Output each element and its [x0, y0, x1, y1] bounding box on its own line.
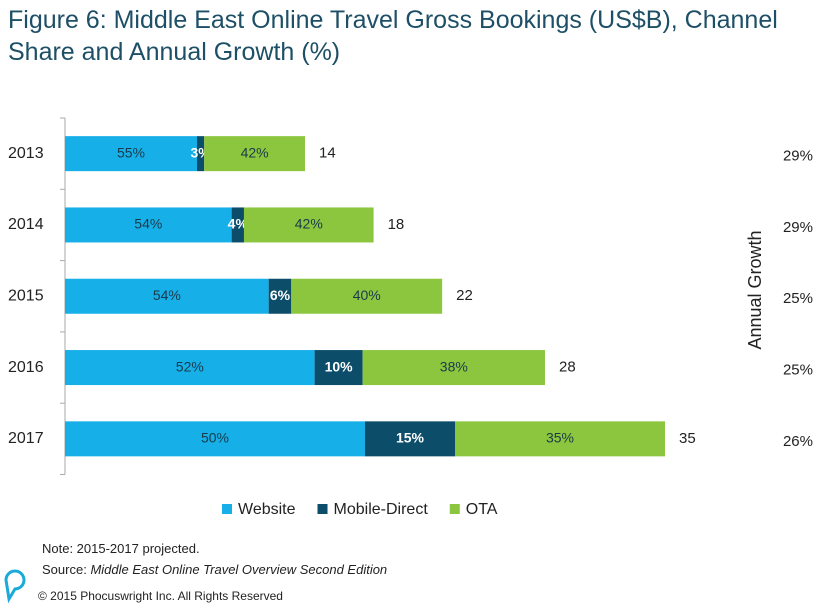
legend-label: Mobile-Direct — [334, 501, 429, 518]
value-label: 42% — [295, 216, 323, 232]
growth-label: 29% — [783, 219, 813, 236]
bar-segment — [365, 421, 455, 457]
y-tick-label: 2017 — [8, 430, 44, 447]
bar-segment — [314, 350, 363, 386]
y-tick-label: 2014 — [8, 216, 44, 233]
value-label: 35% — [546, 430, 574, 446]
bar-segment — [65, 278, 269, 314]
value-label: 54% — [153, 287, 181, 303]
bar-segment — [362, 350, 545, 386]
copyright: © 2015 Phocuswright Inc. All Rights Rese… — [38, 589, 283, 603]
value-label: 6% — [270, 287, 291, 303]
y-tick-label: 2016 — [8, 359, 44, 376]
value-label: 52% — [176, 358, 204, 374]
bar-segment — [455, 421, 665, 457]
growth-label: 29% — [783, 148, 813, 165]
growth-label: 26% — [783, 433, 813, 450]
legend-swatch — [317, 504, 328, 514]
bar-segment — [65, 350, 315, 386]
value-label: 55% — [117, 144, 145, 160]
legend-swatch — [222, 504, 232, 514]
source-prefix: Source: — [42, 562, 87, 577]
chart-title: Figure 6: Middle East Online Travel Gros… — [8, 6, 778, 66]
bar-segment — [204, 136, 305, 172]
bar-segment — [231, 207, 244, 243]
total-label: 28 — [559, 359, 576, 376]
source-title: Middle East Online Travel Overview Secon… — [90, 562, 388, 577]
total-label: 14 — [319, 145, 336, 162]
bar-segment — [65, 136, 197, 172]
bar-segment — [65, 421, 365, 457]
value-label: 40% — [353, 287, 381, 303]
bar-segment — [268, 278, 292, 314]
growth-label: 25% — [783, 362, 813, 379]
value-label: 42% — [241, 144, 269, 160]
logo — [4, 569, 26, 604]
growth-label: 25% — [783, 290, 813, 307]
bar-segment — [197, 136, 205, 172]
total-label: 35 — [679, 430, 696, 447]
legend-label: Website — [238, 501, 296, 518]
value-label: 50% — [201, 430, 229, 446]
bar-segment — [291, 278, 443, 314]
value-label: 54% — [134, 216, 162, 232]
total-label: 22 — [456, 287, 473, 304]
source: Source: Middle East Online Travel Overvi… — [42, 562, 387, 577]
y-tick-label: 2015 — [8, 287, 44, 304]
total-label: 18 — [388, 216, 405, 233]
legend-label: OTA — [466, 501, 498, 518]
note: Note: 2015-2017 projected. — [42, 541, 200, 556]
bar-segment — [243, 207, 374, 243]
value-label: 4% — [228, 216, 249, 232]
legend-swatch — [449, 504, 460, 514]
y-tick-label: 2013 — [8, 145, 44, 162]
bar-segment — [65, 207, 232, 243]
value-label: 10% — [325, 358, 354, 374]
value-label: 15% — [396, 430, 425, 446]
growth-axis-label: Annual Growth — [745, 230, 765, 349]
value-label: 38% — [440, 358, 468, 374]
